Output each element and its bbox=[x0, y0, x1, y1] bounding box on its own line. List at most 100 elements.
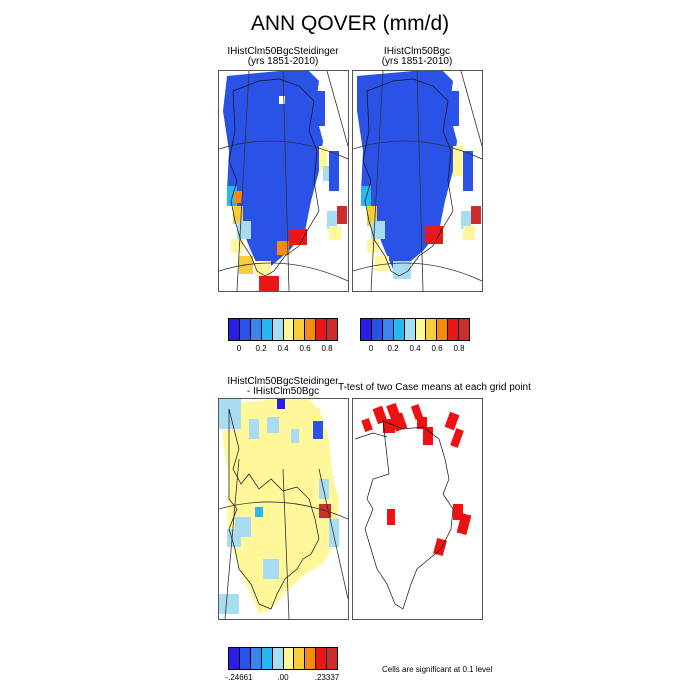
map-panel-top-right bbox=[352, 70, 483, 292]
lon-line bbox=[318, 468, 348, 600]
colorbar-swatch bbox=[294, 648, 306, 669]
ice-sheet-field bbox=[223, 71, 323, 269]
panel-title-line1: T-test of two Case means at each grid po… bbox=[338, 382, 531, 393]
lon-line bbox=[236, 71, 250, 291]
coast-cell bbox=[471, 206, 481, 224]
colorbar-tick-label: 0.2 bbox=[387, 344, 399, 353]
significant-cell bbox=[423, 427, 433, 445]
panel-title-line2: - IHistClm50Bgc bbox=[246, 386, 320, 397]
colorbar-tick-label: 0.4 bbox=[277, 344, 289, 353]
coast-cell bbox=[463, 226, 475, 240]
lon-line bbox=[282, 468, 290, 619]
coast-cell bbox=[277, 241, 289, 255]
diff-cell bbox=[329, 519, 339, 547]
significant-cell bbox=[450, 428, 464, 448]
colorbar-swatch bbox=[371, 319, 383, 340]
colorbar-swatch bbox=[361, 319, 372, 340]
colorbar-swatch bbox=[305, 648, 317, 669]
diff-cell bbox=[255, 507, 263, 517]
colorbar-bottom: -.24661 .00 .23337 bbox=[225, 647, 339, 684]
coastline bbox=[228, 408, 320, 610]
coast-cell bbox=[371, 221, 385, 239]
colorbar-swatch bbox=[283, 648, 295, 669]
colorbar-tick-label: 0.6 bbox=[299, 344, 311, 353]
significant-cell bbox=[453, 504, 463, 520]
colorbar-ticks: 0 0.2 0.4 0.6 0.8 bbox=[228, 341, 338, 355]
colorbar-swatch bbox=[448, 319, 460, 340]
greenland-map-bottom-right bbox=[354, 402, 472, 610]
lon-line bbox=[416, 71, 424, 291]
panel-title-line1: IHistClm50BgcSteidinger bbox=[227, 46, 339, 57]
coast-cell bbox=[329, 226, 341, 240]
colorbar-tick-label: 0.6 bbox=[431, 344, 443, 353]
panel-title-line2: (yrs 1851-2010) bbox=[381, 56, 453, 67]
colorbar-swatch bbox=[393, 319, 405, 340]
diff-cell bbox=[219, 594, 239, 614]
coast-cell bbox=[463, 151, 473, 191]
colorbar-swatch bbox=[316, 648, 328, 669]
lat-line bbox=[219, 140, 348, 160]
colorbar-ticks: 0 0.2 0.4 0.6 0.8 bbox=[360, 341, 470, 355]
colorbar-swatches bbox=[228, 318, 338, 341]
coast-cell bbox=[329, 151, 339, 191]
colorbar-swatch bbox=[404, 319, 416, 340]
lon-line bbox=[282, 71, 290, 291]
colorbar-tick-label: 0.2 bbox=[255, 344, 267, 353]
diff-cell bbox=[227, 529, 241, 547]
coastline bbox=[354, 432, 388, 440]
map-panel-top-left bbox=[218, 70, 349, 292]
colorbar-swatch bbox=[294, 319, 306, 340]
colorbar-swatch bbox=[229, 648, 240, 669]
significant-cell bbox=[433, 537, 447, 557]
colorbar-swatch bbox=[316, 319, 328, 340]
colorbar-swatches bbox=[228, 647, 338, 670]
colorbar-swatch bbox=[261, 648, 273, 669]
diff-field bbox=[223, 399, 339, 614]
panel-title-line1: IHistClm50BgcSteidinger bbox=[227, 376, 339, 387]
significance-note: Cells are significant at 0.1 level bbox=[382, 665, 493, 674]
coast-cell bbox=[449, 91, 459, 126]
colorbar-tick-label: 0.8 bbox=[321, 344, 333, 353]
colorbar-ticks: -.24661 .00 .23337 bbox=[225, 670, 339, 684]
coastline bbox=[228, 78, 320, 277]
significant-cell bbox=[417, 417, 427, 429]
colorbar-swatch bbox=[327, 319, 338, 340]
colorbar-tick-label: 0.4 bbox=[409, 344, 421, 353]
colorbar-swatch bbox=[250, 319, 262, 340]
greenland-map-top-left bbox=[219, 71, 348, 291]
colorbar-tick-label: 0 bbox=[368, 344, 374, 353]
colorbar-swatch bbox=[459, 319, 470, 340]
panel-title-line1: IHistClm50Bgc bbox=[383, 46, 451, 57]
coast-cell bbox=[337, 206, 347, 224]
coast-cell bbox=[461, 211, 471, 229]
colorbar-swatch bbox=[250, 648, 262, 669]
lat-line bbox=[353, 262, 482, 282]
colorbar-swatch bbox=[229, 319, 240, 340]
colorbar-swatches bbox=[360, 318, 470, 341]
lat-line bbox=[353, 140, 482, 160]
colorbar-swatch bbox=[327, 648, 338, 669]
coastline bbox=[364, 420, 454, 610]
coast-cell bbox=[234, 191, 242, 203]
coast-cell bbox=[233, 206, 243, 224]
coast-cell bbox=[453, 146, 463, 176]
coast-cell bbox=[367, 206, 377, 226]
significant-cell bbox=[387, 509, 395, 525]
coast-cell bbox=[259, 276, 279, 291]
diff-cell bbox=[263, 559, 279, 579]
diff-cell bbox=[267, 417, 279, 433]
colorbar-tick-label: 0 bbox=[236, 344, 242, 353]
coast-cell bbox=[289, 229, 307, 245]
colorbar-tick-label: -.24661 bbox=[225, 673, 253, 682]
significant-cell bbox=[410, 404, 424, 420]
lon-line bbox=[326, 71, 348, 147]
lon-line bbox=[370, 71, 384, 291]
colorbar-swatch bbox=[261, 319, 273, 340]
diff-cell bbox=[313, 421, 323, 439]
coast-cell bbox=[361, 186, 371, 206]
panel-title-bottom-right: T-test of two Case means at each grid po… bbox=[338, 382, 531, 393]
diff-cell bbox=[319, 479, 329, 499]
colorbar-tick-label: 0.8 bbox=[453, 344, 465, 353]
map-panel-bottom-right bbox=[352, 398, 483, 620]
coast-cell bbox=[319, 146, 327, 171]
